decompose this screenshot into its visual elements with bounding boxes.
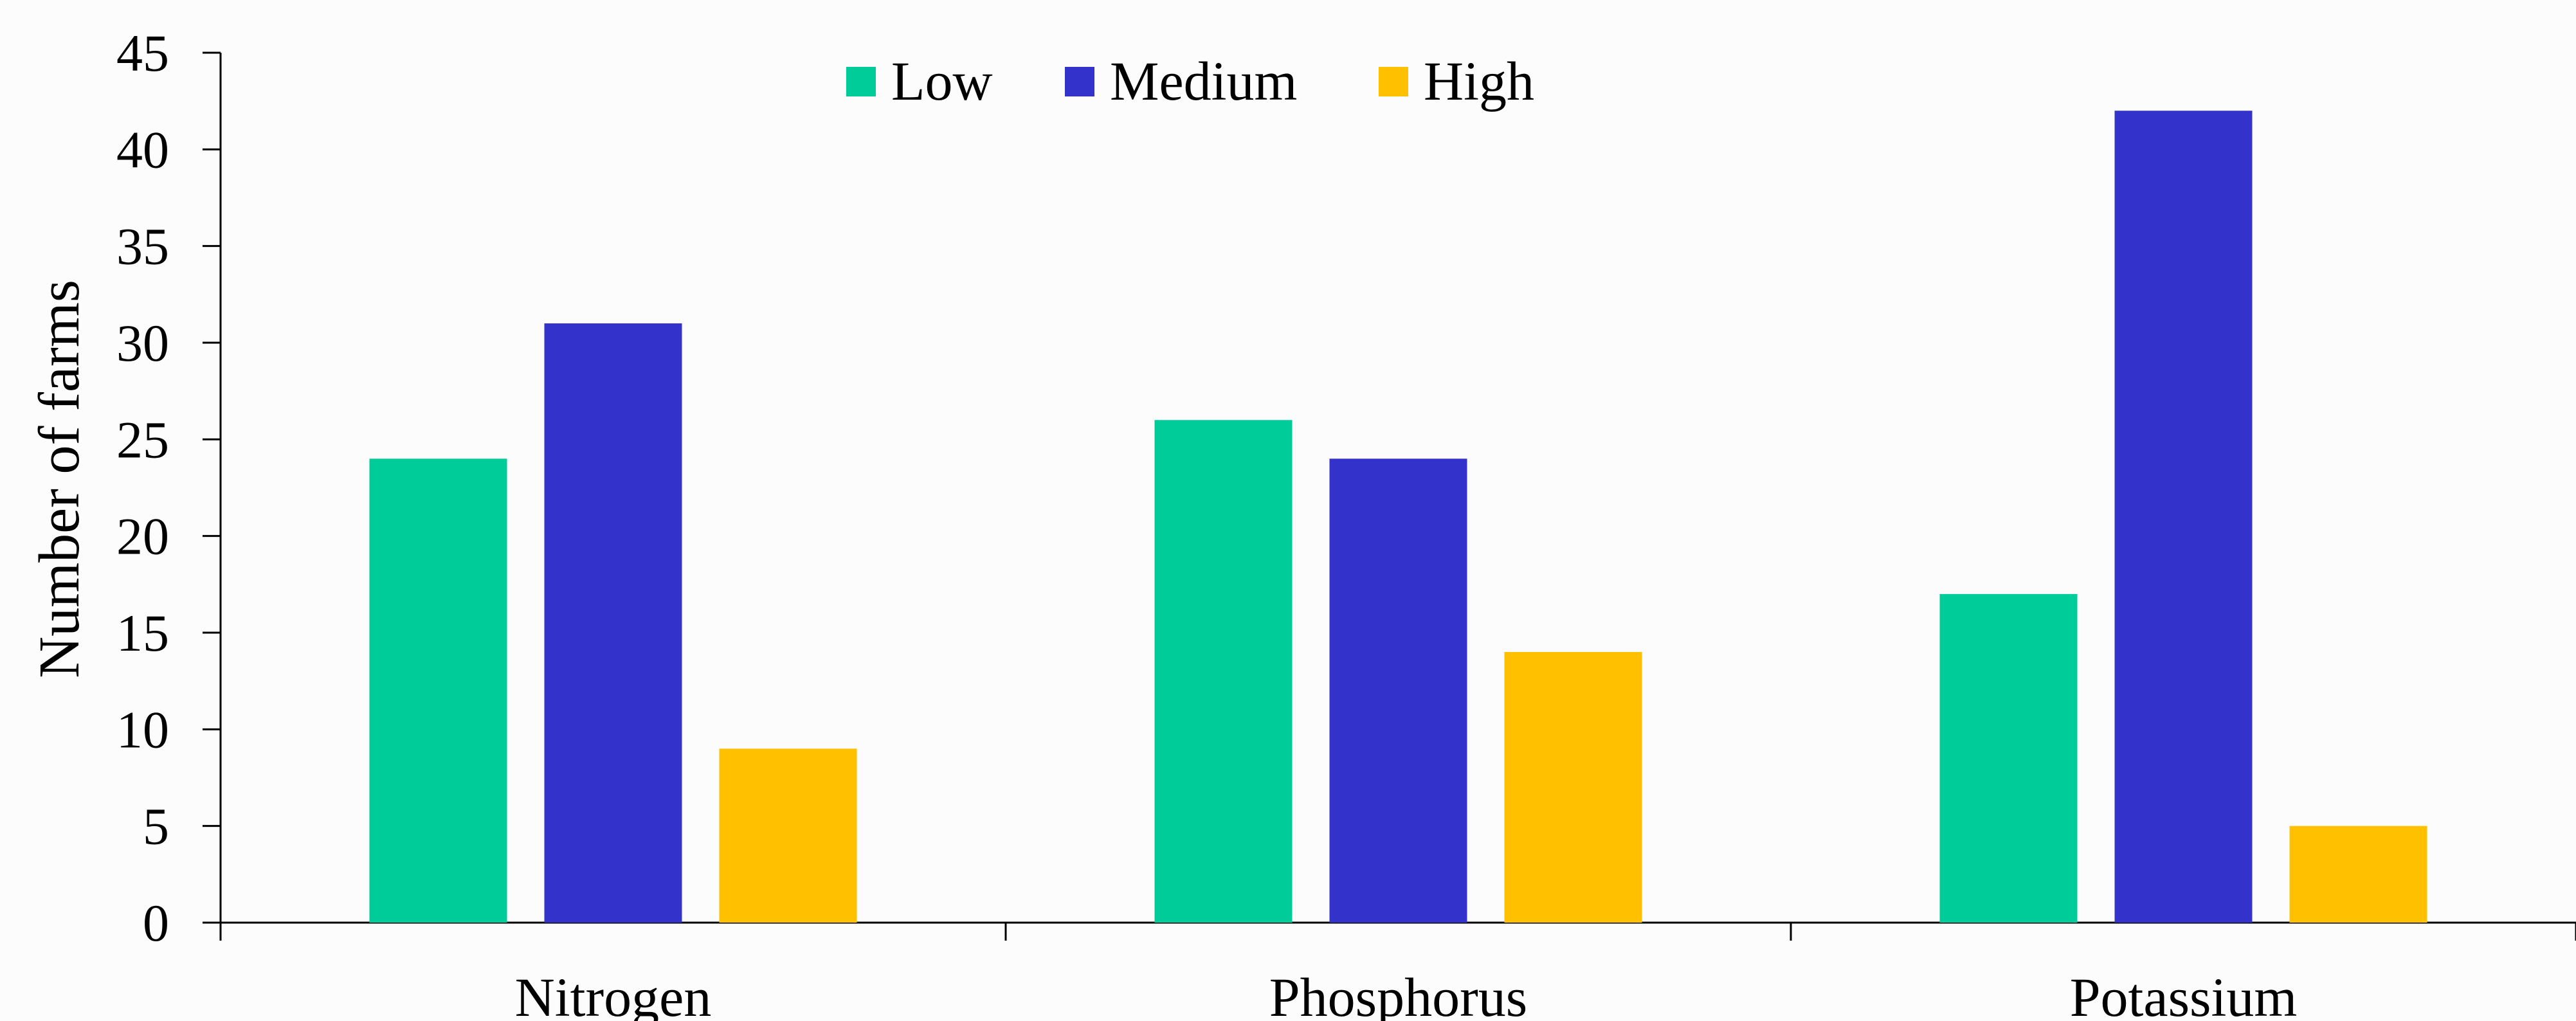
legend-label-high: High <box>1424 50 1534 112</box>
y-tick-label: 45 <box>116 24 169 82</box>
bar-medium-potassium <box>2114 111 2253 923</box>
legend-swatch-high <box>1379 67 1408 96</box>
x-axis: Nitrogen Phosphorus Potassium <box>219 921 2576 1021</box>
y-axis: 0 5 10 15 20 25 30 35 40 45 <box>116 24 222 952</box>
bar-high-nitrogen <box>719 748 857 923</box>
bar-low-potassium <box>1939 593 2078 923</box>
legend-swatch-medium <box>1065 67 1094 96</box>
x-category-label: Nitrogen <box>515 966 712 1021</box>
bar-low-nitrogen <box>369 458 507 923</box>
legend-swatch-low <box>846 67 876 96</box>
legend-label-medium: Medium <box>1110 50 1297 112</box>
bar-high-potassium <box>2289 826 2427 923</box>
bar-high-phosphorus <box>1504 652 1642 923</box>
y-axis-title: Number of farms <box>28 280 91 678</box>
y-tick-label: 35 <box>116 217 169 276</box>
bar-medium-nitrogen <box>544 323 682 923</box>
x-category-label: Potassium <box>2070 966 2298 1021</box>
legend: Low Medium High <box>846 50 1534 112</box>
bars <box>369 111 2427 923</box>
x-category-label: Phosphorus <box>1269 966 1527 1021</box>
y-tick-label: 25 <box>116 410 169 469</box>
y-tick-label: 20 <box>116 507 169 566</box>
y-tick-label: 0 <box>143 894 169 952</box>
bar-low-phosphorus <box>1154 420 1293 923</box>
y-tick-label: 30 <box>116 314 169 372</box>
y-tick-label: 15 <box>116 604 169 662</box>
legend-label-low: Low <box>891 50 993 112</box>
bar-medium-phosphorus <box>1329 458 1467 923</box>
y-tick-label: 10 <box>116 700 169 759</box>
y-tick-label: 5 <box>143 797 169 856</box>
y-tick-label: 40 <box>116 120 169 179</box>
